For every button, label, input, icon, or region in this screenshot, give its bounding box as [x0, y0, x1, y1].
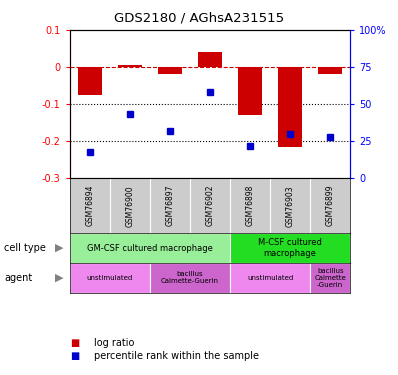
Bar — [158, 67, 182, 74]
Bar — [278, 67, 302, 147]
Text: GSM76894: GSM76894 — [85, 185, 94, 226]
Text: GDS2180 / AGhsA231515: GDS2180 / AGhsA231515 — [114, 11, 284, 24]
Text: cell type: cell type — [4, 243, 46, 253]
Bar — [150, 263, 230, 292]
Text: log ratio: log ratio — [94, 338, 134, 348]
Text: ■: ■ — [70, 351, 79, 361]
Text: GSM76903: GSM76903 — [286, 185, 295, 226]
Text: GSM76900: GSM76900 — [125, 185, 134, 226]
Text: GM-CSF cultured macrophage: GM-CSF cultured macrophage — [87, 243, 213, 252]
Bar — [230, 233, 350, 263]
Text: M-CSF cultured
macrophage: M-CSF cultured macrophage — [258, 238, 322, 258]
Text: bacillus
Calmette
-Guerin: bacillus Calmette -Guerin — [314, 268, 346, 288]
Bar — [230, 263, 310, 292]
Text: GSM76898: GSM76898 — [246, 185, 255, 226]
Bar — [70, 263, 150, 292]
Text: ▶: ▶ — [55, 273, 64, 283]
Bar — [238, 67, 262, 115]
Text: ■: ■ — [70, 338, 79, 348]
Bar — [318, 67, 342, 74]
Bar — [118, 65, 142, 67]
Text: GSM76902: GSM76902 — [205, 185, 215, 226]
Text: percentile rank within the sample: percentile rank within the sample — [94, 351, 259, 361]
Text: GSM76897: GSM76897 — [165, 185, 174, 226]
Text: unstimulated: unstimulated — [247, 274, 293, 280]
Text: ▶: ▶ — [55, 243, 64, 253]
Bar — [70, 233, 230, 263]
Text: GSM76899: GSM76899 — [326, 185, 335, 226]
Text: agent: agent — [4, 273, 32, 283]
Bar — [310, 263, 350, 292]
Text: unstimulated: unstimulated — [87, 274, 133, 280]
Text: bacillus
Calmette-Guerin: bacillus Calmette-Guerin — [161, 271, 219, 284]
Bar — [198, 52, 222, 67]
Bar — [78, 67, 102, 95]
